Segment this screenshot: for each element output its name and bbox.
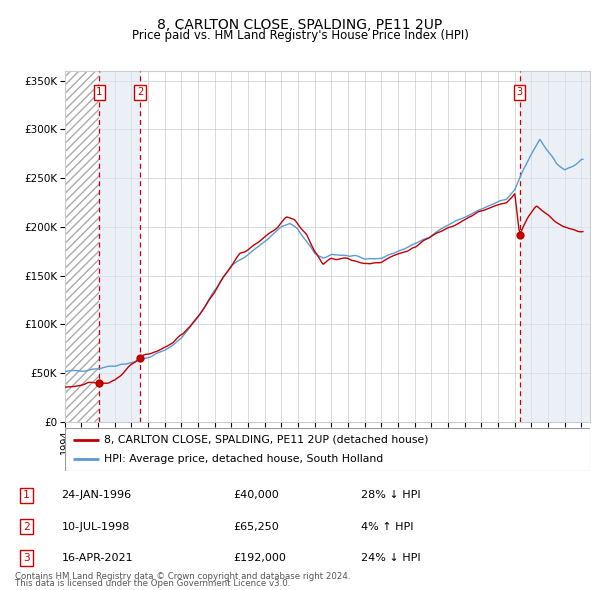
Text: £40,000: £40,000	[233, 490, 279, 500]
Text: 2: 2	[137, 87, 143, 97]
Text: 24% ↓ HPI: 24% ↓ HPI	[361, 553, 421, 563]
Text: £65,250: £65,250	[233, 522, 279, 532]
Text: 8, CARLTON CLOSE, SPALDING, PE11 2UP: 8, CARLTON CLOSE, SPALDING, PE11 2UP	[157, 18, 443, 32]
Bar	[520, 71, 590, 422]
Text: This data is licensed under the Open Government Licence v3.0.: This data is licensed under the Open Gov…	[15, 579, 290, 588]
Text: 8, CARLTON CLOSE, SPALDING, PE11 2UP (detached house): 8, CARLTON CLOSE, SPALDING, PE11 2UP (de…	[104, 435, 428, 445]
Text: 16-APR-2021: 16-APR-2021	[61, 553, 133, 563]
Text: 3: 3	[517, 87, 523, 97]
Text: 10-JUL-1998: 10-JUL-1998	[61, 522, 130, 532]
Text: 1: 1	[23, 490, 30, 500]
Text: 3: 3	[23, 553, 30, 563]
Text: 28% ↓ HPI: 28% ↓ HPI	[361, 490, 421, 500]
Text: Contains HM Land Registry data © Crown copyright and database right 2024.: Contains HM Land Registry data © Crown c…	[15, 572, 350, 581]
Text: Price paid vs. HM Land Registry's House Price Index (HPI): Price paid vs. HM Land Registry's House …	[131, 29, 469, 42]
Text: 1: 1	[96, 87, 103, 97]
Bar	[100, 71, 140, 422]
Text: £192,000: £192,000	[233, 553, 286, 563]
Text: 24-JAN-1996: 24-JAN-1996	[61, 490, 131, 500]
Text: HPI: Average price, detached house, South Holland: HPI: Average price, detached house, Sout…	[104, 454, 383, 464]
Text: 4% ↑ HPI: 4% ↑ HPI	[361, 522, 414, 532]
Bar	[65, 71, 100, 422]
Text: 2: 2	[23, 522, 30, 532]
